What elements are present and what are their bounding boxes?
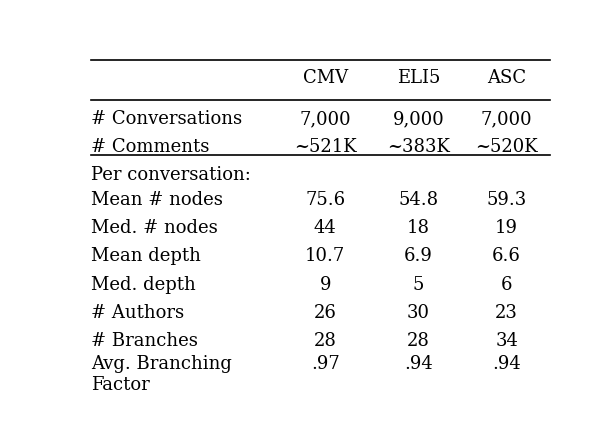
Text: 59.3: 59.3 — [487, 191, 527, 209]
Text: 7,000: 7,000 — [299, 110, 351, 128]
Text: Per conversation:: Per conversation: — [91, 166, 251, 184]
Text: 6.6: 6.6 — [492, 247, 521, 265]
Text: Med. # nodes: Med. # nodes — [91, 219, 218, 237]
Text: # Comments: # Comments — [91, 138, 209, 156]
Text: # Authors: # Authors — [91, 304, 184, 322]
Text: 18: 18 — [407, 219, 430, 237]
Text: ~521K: ~521K — [294, 138, 357, 156]
Text: # Conversations: # Conversations — [91, 110, 243, 128]
Text: .94: .94 — [404, 355, 432, 373]
Text: 75.6: 75.6 — [305, 191, 346, 209]
Text: 34: 34 — [495, 332, 518, 350]
Text: 7,000: 7,000 — [481, 110, 532, 128]
Text: ~520K: ~520K — [476, 138, 538, 156]
Text: Mean # nodes: Mean # nodes — [91, 191, 223, 209]
Text: 26: 26 — [314, 304, 337, 322]
Text: 28: 28 — [314, 332, 337, 350]
Text: 54.8: 54.8 — [399, 191, 439, 209]
Text: .97: .97 — [311, 355, 339, 373]
Text: ELI5: ELI5 — [397, 69, 440, 87]
Text: 6: 6 — [501, 276, 513, 293]
Text: 5: 5 — [413, 276, 424, 293]
Text: # Branches: # Branches — [91, 332, 198, 350]
Text: CMV: CMV — [302, 69, 348, 87]
Text: Avg. Branching
Factor: Avg. Branching Factor — [91, 355, 232, 394]
Text: 10.7: 10.7 — [305, 247, 346, 265]
Text: 19: 19 — [495, 219, 518, 237]
Text: ASC: ASC — [487, 69, 526, 87]
Text: ~383K: ~383K — [387, 138, 450, 156]
Text: 30: 30 — [407, 304, 430, 322]
Text: 23: 23 — [495, 304, 518, 322]
Text: 6.9: 6.9 — [404, 247, 433, 265]
Text: .94: .94 — [492, 355, 521, 373]
Text: 9: 9 — [320, 276, 331, 293]
Text: 44: 44 — [314, 219, 336, 237]
Text: 9,000: 9,000 — [392, 110, 444, 128]
Text: Med. depth: Med. depth — [91, 276, 196, 293]
Text: Mean depth: Mean depth — [91, 247, 201, 265]
Text: 28: 28 — [407, 332, 430, 350]
